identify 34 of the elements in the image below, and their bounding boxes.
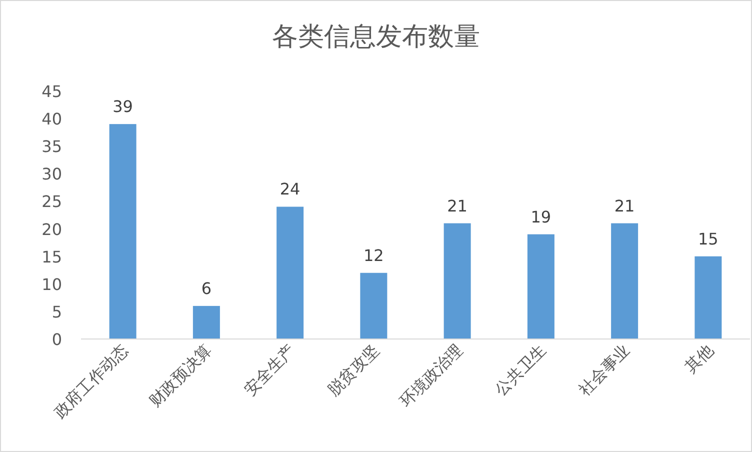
data-label: 21 (447, 196, 468, 216)
bar (360, 272, 388, 339)
y-tick-label: 15 (42, 247, 62, 266)
y-tick-label: 25 (42, 192, 62, 212)
x-tick-label: 其他 (680, 340, 718, 376)
bar (276, 206, 304, 339)
y-tick-label: 10 (42, 274, 62, 294)
data-label: 15 (698, 229, 718, 248)
data-label: 12 (364, 246, 384, 265)
bar (192, 306, 220, 339)
data-label: 19 (530, 207, 552, 226)
bar (109, 124, 136, 339)
bar (611, 223, 638, 339)
x-tick-label: 财政预决算 (145, 340, 216, 410)
y-tick-label: 35 (42, 137, 62, 156)
bar (694, 256, 722, 339)
x-tick-label: 社会事业 (574, 340, 634, 400)
y-tick-label: 0 (52, 330, 62, 349)
y-tick-label: 40 (42, 110, 62, 129)
x-tick-label: 环境政治理 (396, 340, 466, 410)
y-tick-label: 30 (42, 164, 62, 184)
x-tick-label: 脱贫攻坚 (324, 340, 383, 400)
y-tick-label: 5 (52, 302, 62, 322)
data-label: 6 (201, 278, 212, 298)
data-label: 24 (280, 180, 300, 199)
bar (527, 234, 554, 339)
data-label: 21 (614, 196, 635, 216)
y-tick-label: 45 (42, 82, 62, 101)
chart-title: 各类信息发布数量 (272, 22, 480, 52)
data-label: 39 (112, 97, 133, 116)
bar (444, 223, 471, 339)
x-tick-label: 公共卫生 (491, 340, 550, 400)
y-tick-label: 20 (42, 220, 62, 239)
x-tick-label: 安全生产 (240, 340, 299, 400)
